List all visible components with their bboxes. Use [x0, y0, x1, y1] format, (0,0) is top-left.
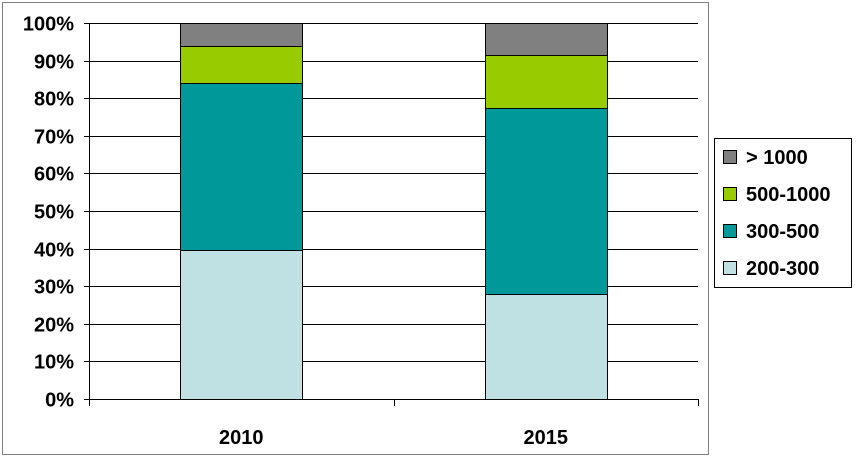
x-category-label: 2015 [524, 427, 569, 449]
legend-label: 300-500 [746, 221, 819, 243]
x-category-label: 2010 [219, 427, 264, 449]
y-tick-label: 30% [34, 277, 74, 299]
legend: > 1000 500-1000 300-500 200-300 [714, 138, 852, 288]
bar-segment [180, 250, 303, 400]
bar-segment [180, 83, 303, 251]
legend-label: 200-300 [746, 258, 819, 280]
legend-label: 500-1000 [746, 184, 831, 206]
legend-swatch [723, 224, 737, 238]
bar-segment [485, 108, 608, 295]
legend-swatch [723, 150, 737, 164]
y-tick-label: 0% [45, 390, 74, 412]
bars [180, 23, 608, 400]
bar-segment [485, 55, 608, 109]
bar-segment [485, 294, 608, 400]
y-tick-label: 60% [34, 164, 74, 186]
y-tick-label: 20% [34, 315, 74, 337]
y-tick-label: 40% [34, 240, 74, 262]
y-tick-label: 90% [34, 52, 74, 74]
bar-segment [180, 46, 303, 84]
axes [84, 23, 699, 406]
axis-labels: 0% 10% 20% 30% 40% 50% 60% 70% 80% 90% 100% 2010 201… [23, 14, 568, 450]
y-tick-label: 70% [34, 127, 74, 149]
legend-swatch [723, 187, 737, 201]
legend-swatch [723, 261, 737, 275]
y-tick-label: 50% [34, 202, 74, 224]
y-tick-label: 10% [34, 352, 74, 374]
legend-box [714, 138, 852, 288]
legend-label: > 1000 [746, 147, 808, 169]
bar-segment [485, 23, 608, 56]
y-tick-label: 100% [23, 14, 74, 36]
bar-segment [180, 23, 303, 47]
y-tick-label: 80% [34, 89, 74, 111]
